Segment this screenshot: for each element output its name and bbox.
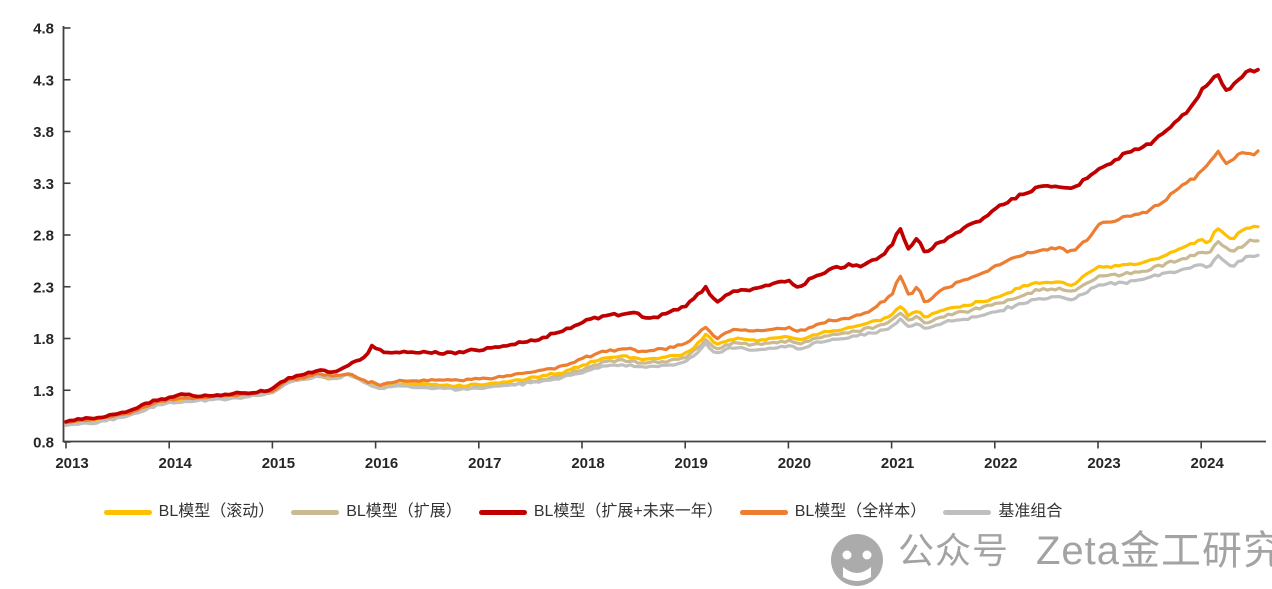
y-tick-label: 4.8 <box>33 21 54 38</box>
legend-item-1: BL模型（扩展） <box>291 501 462 523</box>
watermark-text-left: 公众号 <box>898 530 1010 571</box>
legend-swatch <box>103 509 152 515</box>
y-tick-label: 2.8 <box>33 228 54 245</box>
series-line-2 <box>64 67 1260 424</box>
y-tick-label: 3.3 <box>33 176 54 193</box>
x-tick-label: 2017 <box>468 455 501 472</box>
watermark-text-right: Zeta金工研究 <box>1036 529 1272 573</box>
line-chart: 0.8 1.3 1.8 2.3 2.8 3.3 3.8 4.3 4.8 2013 2014 2015 2… <box>33 21 1266 472</box>
x-tick-label: 2014 <box>159 455 193 472</box>
x-tick-label: 2020 <box>778 455 811 472</box>
legend-label: BL模型（扩展+未来一年） <box>533 503 723 520</box>
y-tick-label: 1.3 <box>33 383 54 400</box>
legend-label: BL模型（滚动） <box>158 503 275 520</box>
x-tick-label: 2022 <box>984 455 1017 472</box>
legend-item-3: BL模型（全样本） <box>739 501 927 523</box>
x-tick-label: 2018 <box>571 455 604 472</box>
wechat-official-account-icon <box>831 534 883 586</box>
legend-swatch <box>739 509 788 515</box>
y-tick-label: 0.8 <box>33 435 54 452</box>
legend-item-2: BL模型（扩展+未来一年） <box>478 501 723 523</box>
x-tick-label: 2013 <box>55 455 88 472</box>
chart-page: { "page": {"background": "#ffffff"}, "ch… <box>0 20 1272 586</box>
legend-item-4: 基准组合 <box>943 501 1062 523</box>
legend-swatch <box>943 509 992 515</box>
y-tick-label: 4.3 <box>33 72 54 89</box>
legend-label: BL模型（扩展） <box>346 503 462 520</box>
watermark: 公众号 Zeta金工研究 <box>826 529 1272 589</box>
x-tick-label: 2016 <box>365 455 398 472</box>
y-tick-label: 3.8 <box>33 124 54 141</box>
y-tick-label: 2.3 <box>33 279 54 296</box>
legend-item-0: BL模型（滚动） <box>103 501 275 523</box>
chart-legend: BL模型（滚动） BL模型（扩展） BL模型（扩展+未来一年） BL模型（全样本） 基准… <box>0 501 1272 523</box>
x-tick-label: 2019 <box>675 455 708 472</box>
series-line-4 <box>64 253 1260 427</box>
x-tick-label: 2021 <box>881 455 914 472</box>
legend-label: 基准组合 <box>998 503 1063 520</box>
legend-swatch <box>291 509 340 515</box>
x-tick-label: 2024 <box>1191 455 1225 472</box>
legend-swatch <box>478 509 527 515</box>
x-tick-label: 2023 <box>1087 455 1120 472</box>
y-tick-label: 1.8 <box>33 331 54 348</box>
x-tick-label: 2015 <box>262 455 295 472</box>
legend-label: BL模型（全样本） <box>794 503 927 520</box>
